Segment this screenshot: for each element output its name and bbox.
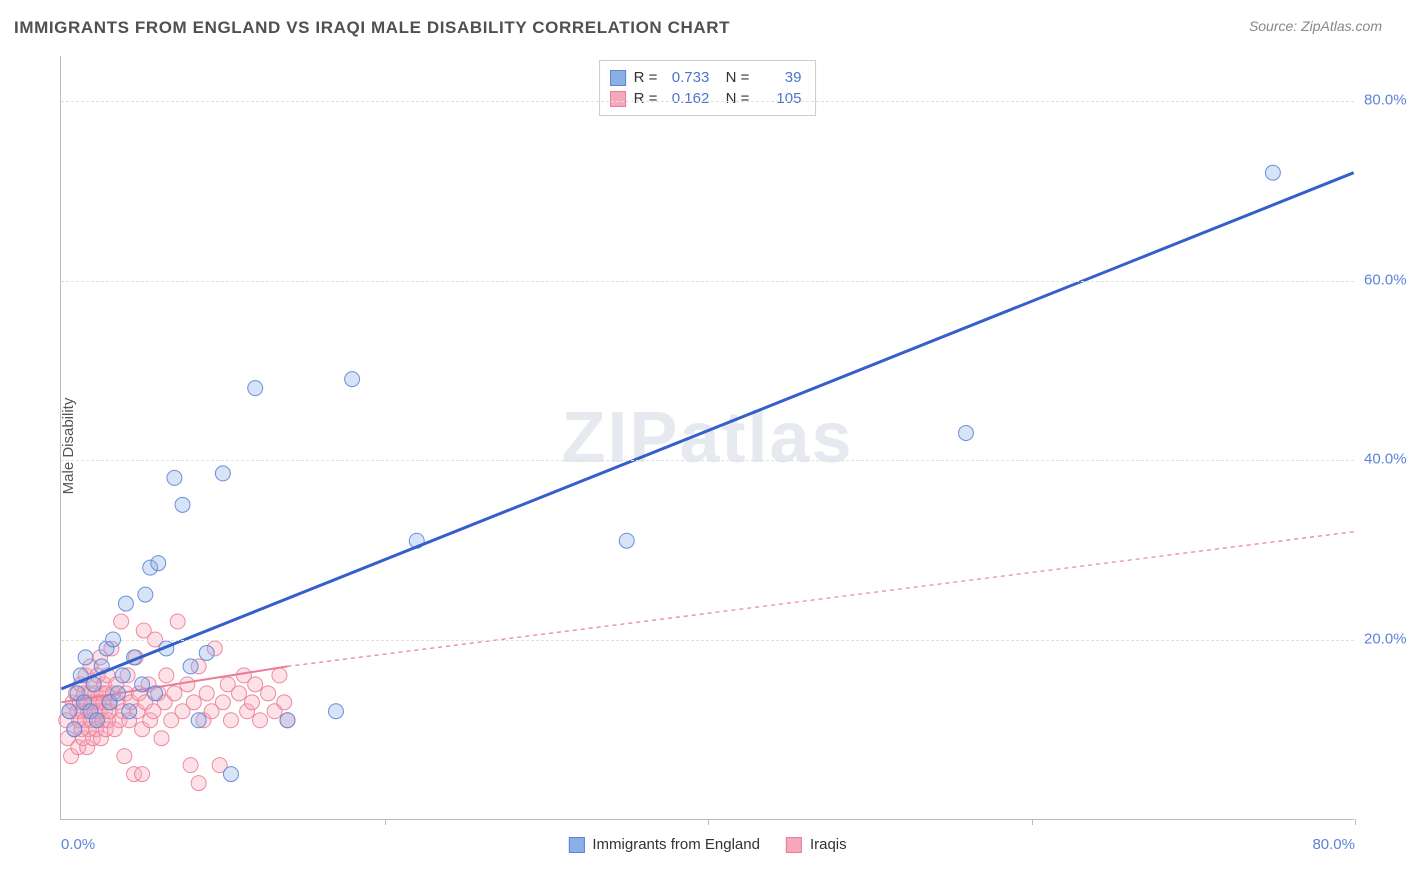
scatter-point-iraqis (191, 776, 206, 791)
scatter-point-iraqis (261, 686, 276, 701)
stat-label: R = (634, 67, 658, 88)
scatter-point-iraqis (272, 668, 287, 683)
scatter-point-iraqis (199, 686, 214, 701)
scatter-point-england (248, 381, 263, 396)
gridline (61, 460, 1354, 461)
stat-r-value: 0.733 (665, 67, 709, 88)
x-tick-mark (708, 819, 709, 825)
scatter-point-england (148, 686, 163, 701)
y-tick-label: 60.0% (1364, 271, 1406, 288)
legend-swatch (610, 91, 626, 107)
scatter-point-iraqis (154, 731, 169, 746)
scatter-point-iraqis (114, 614, 129, 629)
scatter-point-iraqis (159, 668, 174, 683)
scatter-point-england (345, 372, 360, 387)
scatter-point-iraqis (253, 713, 268, 728)
x-tick-mark (1355, 819, 1356, 825)
source-label: Source: ZipAtlas.com (1249, 18, 1382, 34)
legend-item: Immigrants from England (568, 836, 760, 853)
x-tick-mark (1032, 819, 1033, 825)
stats-row: R = 0.162 N = 105 (610, 88, 802, 109)
scatter-point-england (67, 722, 82, 737)
scatter-point-iraqis (180, 677, 195, 692)
y-tick-label: 80.0% (1364, 91, 1406, 108)
y-tick-label: 40.0% (1364, 451, 1406, 468)
scatter-point-iraqis (167, 686, 182, 701)
scatter-point-england (175, 497, 190, 512)
scatter-point-iraqis (186, 695, 201, 710)
scatter-point-iraqis (170, 614, 185, 629)
scatter-point-england (118, 596, 133, 611)
scatter-point-iraqis (277, 695, 292, 710)
scatter-point-england (78, 650, 93, 665)
scatter-point-iraqis (223, 713, 238, 728)
scatter-point-england (199, 645, 214, 660)
scatter-point-england (280, 713, 295, 728)
gridline (61, 640, 1354, 641)
scatter-point-iraqis (135, 767, 150, 782)
legend-label: Immigrants from England (592, 836, 760, 853)
legend-swatch (568, 837, 584, 853)
scatter-point-england (191, 713, 206, 728)
stat-n-value: 105 (757, 88, 801, 109)
scatter-point-england (115, 668, 130, 683)
stat-label: N = (717, 88, 749, 109)
gridline (61, 281, 1354, 282)
scatter-point-iraqis (117, 749, 132, 764)
stat-n-value: 39 (757, 67, 801, 88)
stats-box: R = 0.733 N = 39 R = 0.162 N = 105 (599, 60, 817, 116)
scatter-point-england (183, 659, 198, 674)
scatter-point-england (958, 426, 973, 441)
scatter-point-england (215, 466, 230, 481)
scatter-layer (61, 56, 1354, 819)
plot-area: ZIPatlas R =0.733 N =39R =0.162 N =105 I… (60, 56, 1354, 820)
scatter-point-iraqis (244, 695, 259, 710)
trend-line-extrapolated-iraqis (288, 532, 1354, 667)
scatter-point-england (619, 533, 634, 548)
legend-swatch (786, 837, 802, 853)
scatter-point-england (328, 704, 343, 719)
scatter-point-england (135, 677, 150, 692)
scatter-point-england (1265, 165, 1280, 180)
legend-swatch (610, 70, 626, 86)
scatter-point-england (122, 704, 137, 719)
chart-container: IMMIGRANTS FROM ENGLAND VS IRAQI MALE DI… (0, 0, 1406, 892)
stat-r-value: 0.162 (665, 88, 709, 109)
scatter-point-england (151, 556, 166, 571)
scatter-point-iraqis (232, 686, 247, 701)
scatter-point-iraqis (215, 695, 230, 710)
y-tick-label: 20.0% (1364, 631, 1406, 648)
legend-item: Iraqis (786, 836, 847, 853)
scatter-point-england (138, 587, 153, 602)
stats-row: R = 0.733 N = 39 (610, 67, 802, 88)
x-tick-label: 0.0% (61, 836, 95, 853)
scatter-point-england (62, 704, 77, 719)
trend-line-england (61, 173, 1353, 689)
x-tick-label: 80.0% (1312, 836, 1355, 853)
scatter-point-england (167, 470, 182, 485)
scatter-point-england (110, 686, 125, 701)
scatter-point-iraqis (248, 677, 263, 692)
scatter-point-iraqis (183, 758, 198, 773)
chart-title: IMMIGRANTS FROM ENGLAND VS IRAQI MALE DI… (14, 18, 730, 38)
stat-label: R = (634, 88, 658, 109)
stat-label: N = (717, 67, 749, 88)
legend: Immigrants from England Iraqis (568, 836, 846, 853)
scatter-point-england (89, 713, 104, 728)
gridline (61, 101, 1354, 102)
legend-label: Iraqis (810, 836, 847, 853)
scatter-point-england (223, 767, 238, 782)
x-tick-mark (385, 819, 386, 825)
